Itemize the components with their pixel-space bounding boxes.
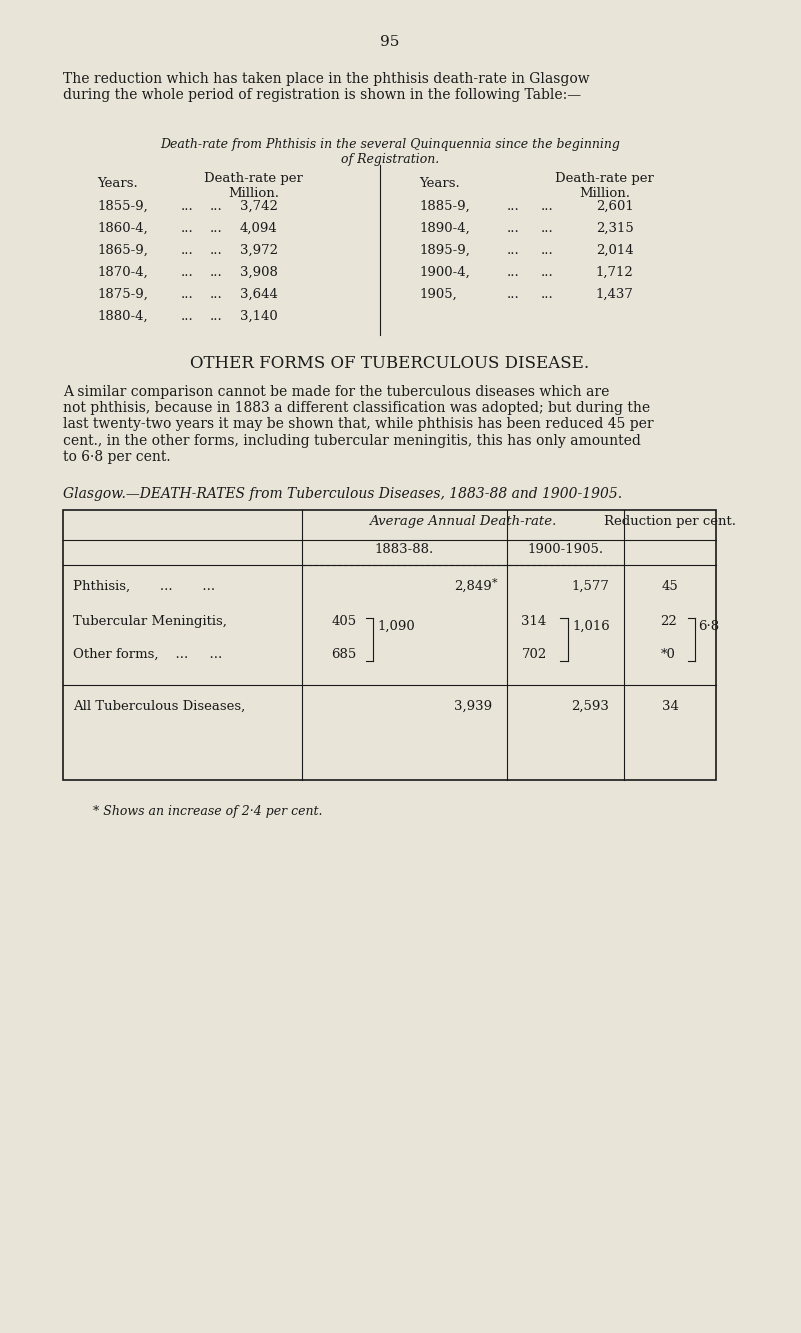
Text: 3,644: 3,644 xyxy=(240,288,278,301)
Text: 1,016: 1,016 xyxy=(572,620,610,633)
Text: The reduction which has taken place in the phthisis death-rate in Glasgow
during: The reduction which has taken place in t… xyxy=(63,72,590,103)
Text: 2,849: 2,849 xyxy=(454,580,493,593)
Text: ...: ... xyxy=(210,267,223,279)
Text: 405: 405 xyxy=(332,615,356,628)
Text: 1855-9,: 1855-9, xyxy=(98,200,148,213)
Text: Death-rate per
Million.: Death-rate per Million. xyxy=(555,172,654,200)
Text: ...: ... xyxy=(210,223,223,235)
Text: 1,437: 1,437 xyxy=(596,288,634,301)
Text: Years.: Years. xyxy=(419,177,460,191)
Text: 3,972: 3,972 xyxy=(239,244,278,257)
Text: Years.: Years. xyxy=(98,177,139,191)
Text: 1,577: 1,577 xyxy=(571,580,610,593)
Text: ...: ... xyxy=(180,311,193,323)
Text: ...: ... xyxy=(507,288,520,301)
Text: ...: ... xyxy=(541,244,553,257)
Text: OTHER FORMS OF TUBERCULOUS DISEASE.: OTHER FORMS OF TUBERCULOUS DISEASE. xyxy=(191,355,590,372)
Text: ...: ... xyxy=(507,244,520,257)
Text: ...: ... xyxy=(180,244,193,257)
Text: 34: 34 xyxy=(662,700,678,713)
Text: 1900-1905.: 1900-1905. xyxy=(527,543,603,556)
Text: ...: ... xyxy=(180,288,193,301)
Text: ...: ... xyxy=(541,200,553,213)
Text: 6·8: 6·8 xyxy=(698,620,719,633)
Text: 702: 702 xyxy=(521,648,547,661)
Text: ...: ... xyxy=(210,244,223,257)
Text: 3,140: 3,140 xyxy=(240,311,278,323)
Text: *: * xyxy=(492,579,497,588)
Text: 1875-9,: 1875-9, xyxy=(98,288,148,301)
Text: ...: ... xyxy=(210,200,223,213)
Text: 1860-4,: 1860-4, xyxy=(98,223,148,235)
Text: 3,939: 3,939 xyxy=(454,700,493,713)
Text: 2,593: 2,593 xyxy=(571,700,610,713)
Text: Other forms,    ...     ...: Other forms, ... ... xyxy=(73,648,223,661)
Text: ...: ... xyxy=(180,267,193,279)
Text: 4,094: 4,094 xyxy=(240,223,278,235)
Text: 1890-4,: 1890-4, xyxy=(419,223,470,235)
Text: A similar comparison cannot be made for the tuberculous diseases which are
not p: A similar comparison cannot be made for … xyxy=(63,385,654,464)
Text: 45: 45 xyxy=(662,580,678,593)
Text: ...: ... xyxy=(507,267,520,279)
Text: ...: ... xyxy=(210,311,223,323)
Text: All Tuberculous Diseases,: All Tuberculous Diseases, xyxy=(73,700,245,713)
Text: ...: ... xyxy=(541,267,553,279)
Text: Death-rate per
Million.: Death-rate per Million. xyxy=(204,172,303,200)
Text: 1,712: 1,712 xyxy=(596,267,634,279)
Text: 2,601: 2,601 xyxy=(596,200,634,213)
Text: 95: 95 xyxy=(380,35,400,49)
Text: 2,014: 2,014 xyxy=(596,244,634,257)
Text: Phthisis,       ...       ...: Phthisis, ... ... xyxy=(73,580,215,593)
Text: Average Annual Death-rate.: Average Annual Death-rate. xyxy=(369,515,557,528)
Text: ...: ... xyxy=(541,223,553,235)
Text: 685: 685 xyxy=(332,648,356,661)
Text: 1,090: 1,090 xyxy=(377,620,415,633)
Text: ...: ... xyxy=(507,200,520,213)
Text: Reduction per cent.: Reduction per cent. xyxy=(604,515,736,528)
Text: 2,315: 2,315 xyxy=(596,223,634,235)
Text: of Registration.: of Registration. xyxy=(340,153,439,167)
Bar xyxy=(63,511,716,780)
Text: Tubercular Meningitis,: Tubercular Meningitis, xyxy=(73,615,227,628)
Text: 1865-9,: 1865-9, xyxy=(98,244,148,257)
Text: ...: ... xyxy=(210,288,223,301)
Text: Glasgow.—DEATH-RATES from Tuberculous Diseases, 1883-88 and 1900-1905.: Glasgow.—DEATH-RATES from Tuberculous Di… xyxy=(63,487,622,501)
Text: * Shows an increase of 2·4 per cent.: * Shows an increase of 2·4 per cent. xyxy=(93,805,322,818)
Text: 3,742: 3,742 xyxy=(240,200,278,213)
Text: 1895-9,: 1895-9, xyxy=(419,244,470,257)
Text: *0: *0 xyxy=(660,648,675,661)
Text: 1885-9,: 1885-9, xyxy=(419,200,470,213)
Text: Death-rate from Phthisis in the several Quinquennia since the beginning: Death-rate from Phthisis in the several … xyxy=(160,139,620,151)
Text: 1870-4,: 1870-4, xyxy=(98,267,148,279)
Text: 3,908: 3,908 xyxy=(240,267,278,279)
Text: 1880-4,: 1880-4, xyxy=(98,311,148,323)
Text: 22: 22 xyxy=(660,615,677,628)
Text: 1900-4,: 1900-4, xyxy=(419,267,470,279)
Text: ...: ... xyxy=(180,200,193,213)
Text: ...: ... xyxy=(507,223,520,235)
Text: ...: ... xyxy=(541,288,553,301)
Text: 1883-88.: 1883-88. xyxy=(375,543,434,556)
Text: 314: 314 xyxy=(521,615,547,628)
Text: ...: ... xyxy=(180,223,193,235)
Text: 1905,: 1905, xyxy=(419,288,457,301)
